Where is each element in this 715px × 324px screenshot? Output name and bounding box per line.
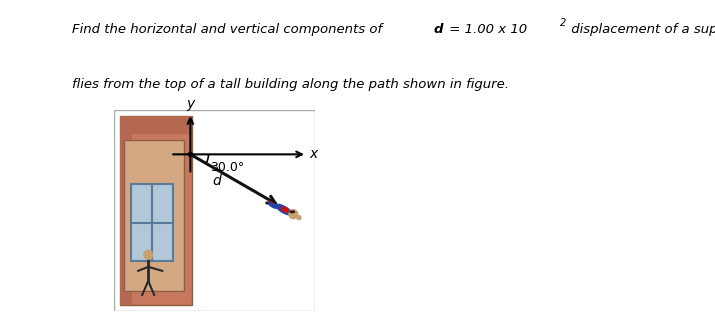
Text: y: y (187, 97, 194, 111)
Ellipse shape (281, 206, 289, 213)
Bar (120, 116, 192, 305)
Text: d: d (434, 23, 443, 36)
Circle shape (289, 210, 297, 219)
Text: 2: 2 (560, 18, 566, 28)
Circle shape (188, 152, 192, 156)
Text: Find the horizontal and vertical components of: Find the horizontal and vertical compone… (72, 23, 386, 36)
Bar (120, 116, 192, 134)
Text: displacement of a superhero who: displacement of a superhero who (567, 23, 715, 36)
Circle shape (297, 216, 301, 220)
Text: d: d (212, 174, 222, 188)
Polygon shape (267, 200, 284, 209)
Ellipse shape (275, 203, 292, 215)
Bar (131, 184, 173, 261)
Ellipse shape (268, 202, 277, 209)
Ellipse shape (290, 210, 295, 213)
Text: x: x (309, 147, 317, 161)
Bar (124, 140, 184, 291)
Circle shape (144, 250, 152, 259)
Text: flies from the top of a tall building along the path shown in figure.: flies from the top of a tall building al… (72, 78, 508, 91)
Bar (120, 116, 132, 305)
Text: 30.0°: 30.0° (210, 161, 245, 174)
Text: = 1.00 x 10: = 1.00 x 10 (445, 23, 527, 36)
